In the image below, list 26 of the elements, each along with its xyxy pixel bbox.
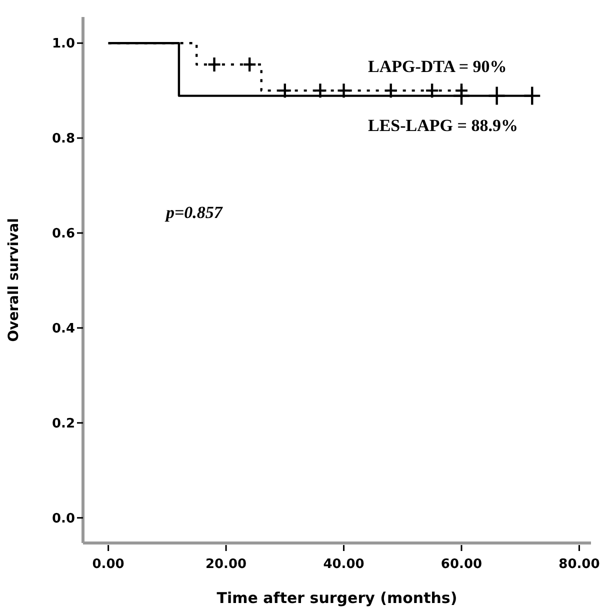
x-axis-title: Time after surgery (months) — [216, 589, 458, 607]
point — [278, 82, 292, 99]
point — [452, 86, 471, 106]
annotation: p=0.857 — [164, 203, 224, 222]
point — [384, 82, 398, 99]
y-axis-title: Overall survival — [6, 218, 22, 342]
y-tick-label: 0.8 — [52, 132, 75, 147]
x-tick-label: 20.00 — [205, 557, 247, 572]
point — [242, 56, 257, 73]
point — [523, 86, 542, 106]
point — [336, 82, 351, 99]
x-tick-label: 80.00 — [558, 557, 600, 572]
x-tick-label: 0.00 — [92, 557, 124, 572]
point — [207, 56, 222, 73]
annotation: LES-LAPG = 88.9% — [368, 116, 518, 135]
point — [424, 82, 440, 99]
x-tick-label: 60.00 — [440, 557, 482, 572]
point — [313, 82, 328, 99]
y-tick-label: 1.0 — [52, 36, 75, 52]
y-tick-label: 0.0 — [52, 511, 75, 526]
y-tick-label: 0.6 — [52, 226, 75, 242]
x-tick-label: 40.00 — [323, 557, 364, 572]
annotation: LAPG-DTA = 90% — [368, 57, 507, 76]
y-tick-label: 0.4 — [52, 322, 75, 336]
point — [488, 86, 506, 106]
y-tick-label: 0.2 — [52, 416, 75, 432]
